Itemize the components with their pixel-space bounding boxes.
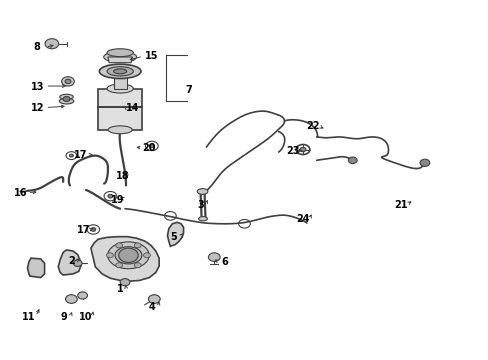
Text: 19: 19 bbox=[111, 195, 124, 205]
Ellipse shape bbox=[108, 126, 132, 134]
Text: 4: 4 bbox=[148, 302, 155, 312]
Text: 1: 1 bbox=[117, 284, 123, 294]
Ellipse shape bbox=[107, 49, 133, 57]
Circle shape bbox=[300, 147, 305, 152]
Ellipse shape bbox=[113, 69, 126, 74]
Ellipse shape bbox=[198, 217, 207, 221]
Text: 15: 15 bbox=[145, 51, 158, 61]
Circle shape bbox=[148, 295, 160, 303]
Circle shape bbox=[45, 39, 59, 49]
Circle shape bbox=[149, 144, 154, 148]
Ellipse shape bbox=[107, 67, 133, 76]
Polygon shape bbox=[98, 89, 142, 130]
Circle shape bbox=[78, 292, 87, 299]
Text: 11: 11 bbox=[22, 312, 36, 322]
Circle shape bbox=[143, 253, 150, 258]
Ellipse shape bbox=[99, 64, 141, 78]
Ellipse shape bbox=[115, 247, 142, 264]
Circle shape bbox=[61, 77, 74, 86]
Circle shape bbox=[119, 248, 138, 262]
Text: 22: 22 bbox=[305, 121, 319, 131]
Circle shape bbox=[91, 228, 96, 231]
Text: 5: 5 bbox=[170, 232, 177, 242]
Ellipse shape bbox=[197, 189, 207, 194]
Text: 6: 6 bbox=[221, 257, 228, 267]
Circle shape bbox=[65, 295, 77, 303]
Circle shape bbox=[63, 96, 70, 102]
Ellipse shape bbox=[107, 242, 149, 269]
Polygon shape bbox=[113, 76, 126, 89]
Ellipse shape bbox=[103, 51, 136, 62]
Circle shape bbox=[347, 157, 356, 163]
Circle shape bbox=[108, 194, 113, 198]
Text: 21: 21 bbox=[393, 200, 407, 210]
Polygon shape bbox=[167, 222, 183, 246]
Text: 13: 13 bbox=[30, 82, 44, 92]
Text: 24: 24 bbox=[296, 215, 309, 224]
Text: 17: 17 bbox=[77, 225, 90, 235]
Circle shape bbox=[120, 279, 130, 286]
Text: 8: 8 bbox=[34, 42, 41, 52]
Circle shape bbox=[134, 263, 141, 268]
Text: 14: 14 bbox=[125, 103, 139, 113]
Text: 16: 16 bbox=[14, 188, 27, 198]
Text: 9: 9 bbox=[61, 312, 67, 322]
Circle shape bbox=[106, 253, 113, 258]
Circle shape bbox=[65, 79, 71, 84]
Text: 12: 12 bbox=[30, 103, 44, 113]
Text: 23: 23 bbox=[286, 146, 300, 156]
Circle shape bbox=[116, 243, 122, 248]
Polygon shape bbox=[91, 237, 159, 281]
Circle shape bbox=[116, 263, 122, 268]
Ellipse shape bbox=[107, 84, 133, 93]
Text: 20: 20 bbox=[142, 143, 156, 153]
Circle shape bbox=[208, 253, 220, 261]
Text: 2: 2 bbox=[68, 256, 75, 266]
Ellipse shape bbox=[59, 98, 74, 104]
Polygon shape bbox=[108, 57, 132, 63]
Circle shape bbox=[419, 159, 429, 166]
Circle shape bbox=[134, 243, 141, 248]
Circle shape bbox=[69, 154, 73, 157]
Ellipse shape bbox=[60, 94, 73, 99]
Circle shape bbox=[73, 260, 82, 266]
Text: 3: 3 bbox=[197, 200, 203, 210]
Text: 17: 17 bbox=[74, 150, 88, 160]
Text: 18: 18 bbox=[116, 171, 129, 181]
Text: 7: 7 bbox=[184, 85, 191, 95]
Polygon shape bbox=[58, 250, 81, 275]
Text: 10: 10 bbox=[79, 312, 93, 322]
Polygon shape bbox=[27, 258, 44, 278]
